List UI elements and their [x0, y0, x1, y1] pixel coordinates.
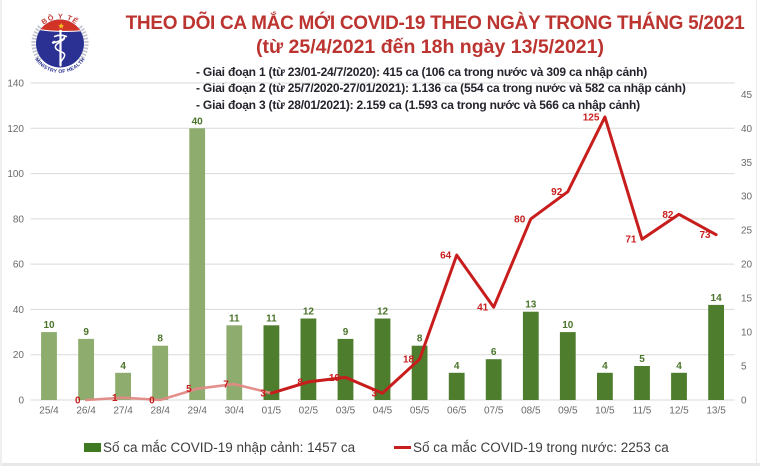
- svg-text:25/4: 25/4: [39, 406, 59, 417]
- svg-text:40: 40: [741, 124, 753, 135]
- svg-text:06/5: 06/5: [447, 406, 467, 417]
- svg-text:30/4: 30/4: [225, 406, 245, 417]
- svg-text:73: 73: [699, 230, 711, 241]
- svg-text:8: 8: [417, 334, 423, 345]
- svg-text:1: 1: [112, 393, 118, 404]
- svg-text:71: 71: [625, 235, 637, 246]
- svg-text:4: 4: [602, 361, 608, 372]
- svg-text:6: 6: [491, 347, 497, 358]
- svg-text:14: 14: [711, 293, 723, 304]
- svg-text:40: 40: [13, 305, 25, 316]
- svg-text:64: 64: [440, 251, 452, 262]
- svg-text:15: 15: [741, 294, 753, 305]
- svg-text:3: 3: [371, 389, 377, 400]
- svg-text:27/4: 27/4: [113, 406, 133, 417]
- svg-text:04/5: 04/5: [373, 406, 393, 417]
- svg-text:29/4: 29/4: [187, 406, 207, 417]
- svg-text:8: 8: [157, 334, 163, 345]
- svg-text:10: 10: [43, 320, 55, 331]
- svg-text:10: 10: [562, 320, 574, 331]
- svg-text:45: 45: [741, 90, 753, 101]
- svg-text:35: 35: [741, 158, 753, 169]
- svg-text:11/5: 11/5: [633, 406, 652, 417]
- svg-text:3: 3: [260, 389, 266, 400]
- svg-text:80: 80: [13, 214, 25, 225]
- svg-text:4: 4: [120, 361, 126, 372]
- svg-text:13: 13: [525, 300, 537, 311]
- svg-text:26/4: 26/4: [76, 406, 96, 417]
- svg-text:12: 12: [377, 307, 389, 318]
- svg-text:7: 7: [223, 380, 229, 391]
- svg-text:92: 92: [551, 187, 563, 198]
- svg-text:120: 120: [7, 124, 24, 135]
- svg-text:0: 0: [149, 396, 155, 407]
- svg-text:140: 140: [7, 79, 24, 90]
- svg-text:12: 12: [303, 307, 315, 318]
- svg-text:07/5: 07/5: [484, 406, 504, 417]
- svg-text:125: 125: [583, 113, 600, 124]
- svg-text:0: 0: [18, 396, 24, 407]
- svg-text:01/5: 01/5: [262, 406, 282, 417]
- svg-text:82: 82: [662, 210, 674, 221]
- svg-text:13/5: 13/5: [706, 406, 726, 417]
- svg-text:20: 20: [741, 260, 753, 271]
- svg-text:10: 10: [741, 328, 753, 339]
- svg-text:05/5: 05/5: [410, 406, 430, 417]
- svg-text:28/4: 28/4: [150, 406, 170, 417]
- svg-text:20: 20: [13, 350, 25, 361]
- svg-text:60: 60: [13, 260, 25, 271]
- svg-text:30: 30: [741, 192, 753, 203]
- svg-text:0: 0: [75, 396, 81, 407]
- svg-text:4: 4: [676, 361, 682, 372]
- svg-text:4: 4: [454, 361, 460, 372]
- svg-text:0: 0: [741, 396, 747, 407]
- svg-text:BỘ Y TẾ: BỘ Y TẾ: [40, 12, 81, 27]
- svg-text:5: 5: [186, 384, 192, 395]
- svg-text:11: 11: [229, 313, 240, 324]
- svg-text:9: 9: [83, 327, 89, 338]
- svg-text:09/5: 09/5: [558, 406, 578, 417]
- svg-text:41: 41: [477, 303, 489, 314]
- svg-text:10/5: 10/5: [595, 406, 615, 417]
- svg-text:5: 5: [639, 354, 645, 365]
- svg-text:12/5: 12/5: [669, 406, 689, 417]
- svg-text:100: 100: [7, 169, 24, 180]
- svg-text:11: 11: [266, 313, 277, 324]
- svg-text:40: 40: [192, 116, 204, 127]
- svg-text:10: 10: [329, 373, 341, 384]
- svg-text:03/5: 03/5: [336, 406, 356, 417]
- svg-text:80: 80: [514, 214, 526, 225]
- svg-text:25: 25: [741, 226, 753, 237]
- svg-text:9: 9: [343, 327, 349, 338]
- svg-text:02/5: 02/5: [299, 406, 319, 417]
- svg-text:5: 5: [741, 362, 747, 373]
- svg-text:08/5: 08/5: [521, 406, 541, 417]
- svg-text:18: 18: [403, 355, 415, 366]
- svg-text:8: 8: [297, 377, 303, 388]
